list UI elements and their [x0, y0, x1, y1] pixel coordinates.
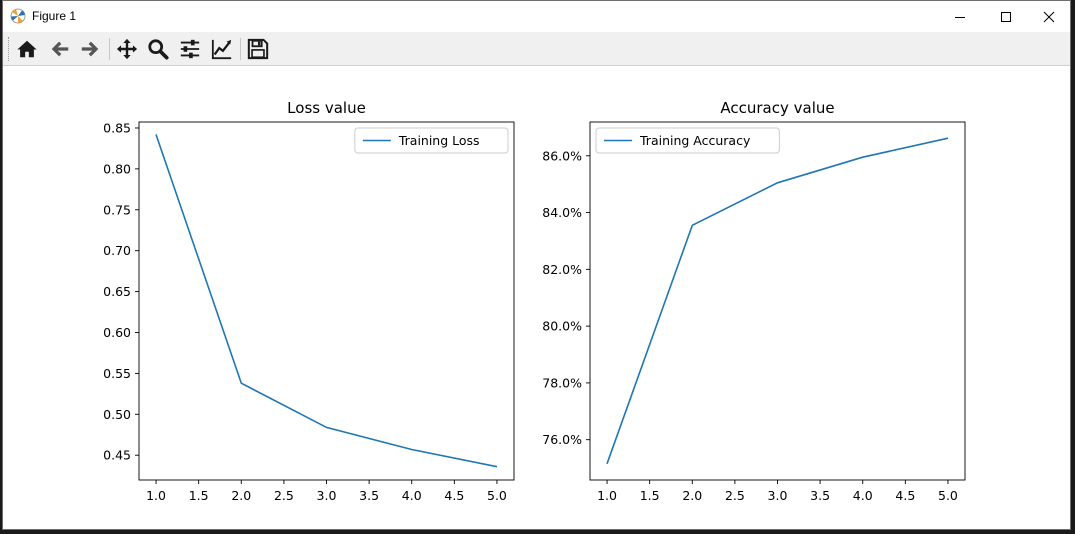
y-tick-label: 0.45: [103, 448, 131, 463]
edit-axis-button[interactable]: [209, 36, 235, 62]
chart-title: Accuracy value: [720, 99, 834, 117]
maximize-button[interactable]: [983, 1, 1029, 32]
forward-button[interactable]: [77, 36, 103, 62]
x-tick-label: 2.0: [682, 488, 702, 503]
legend-box: [595, 127, 780, 154]
subplot-2: Accuracy value 1.0 1.5 2.0 2.5 3.0 3.5 4.0 4.5 5.…: [542, 99, 966, 503]
matplotlib-logo-icon: [10, 8, 26, 24]
x-tick-label: 1.5: [189, 488, 209, 503]
legend-label: Training Accuracy: [639, 133, 751, 148]
pan-icon: [116, 38, 138, 60]
x-tick-label: 1.0: [597, 488, 617, 503]
x-tick-label: 5.0: [487, 488, 507, 503]
x-tick-label: 2.5: [725, 488, 745, 503]
y-tick-label: 0.80: [103, 161, 131, 176]
chart-title: Loss value: [287, 99, 366, 117]
navigation-toolbar: [3, 32, 1070, 66]
y-tick-label: 80.0%: [542, 319, 582, 334]
home-icon: [17, 40, 37, 58]
y-tick-label: 84.0%: [542, 205, 582, 220]
close-button[interactable]: [1026, 1, 1070, 32]
x-tick-label: 4.0: [402, 488, 422, 503]
legend-label: Training Loss: [398, 133, 480, 148]
back-button[interactable]: [47, 36, 73, 62]
legend: Training Accuracy: [595, 127, 780, 154]
axes-frame: [138, 121, 515, 481]
y-tick-label: 0.55: [103, 366, 131, 381]
y-tick-label: 0.65: [103, 284, 131, 299]
toolbar-separator: [109, 38, 110, 60]
x-tick-label: 3.5: [810, 488, 830, 503]
zoom-button[interactable]: [145, 36, 171, 62]
zoom-icon: [148, 39, 169, 60]
x-tick-label: 3.0: [768, 488, 788, 503]
series-line-1: [606, 137, 949, 465]
x-tick-label: 1.5: [640, 488, 660, 503]
configure-subplots-icon: [180, 39, 200, 59]
pan-button[interactable]: [114, 36, 140, 62]
subplot-1: Loss value 1.0 1.5 2.0 2.5 3.0 3.5 4.0 4.5 5.0 0.4…: [103, 99, 515, 503]
window-title: Figure 1: [32, 9, 77, 23]
y-tick-label: 0.70: [103, 243, 131, 258]
y-tick-label: 0.85: [103, 120, 131, 135]
x-tick-label: 4.5: [895, 488, 915, 503]
title-bar[interactable]: Figure 1: [3, 1, 1070, 32]
minimize-icon: [955, 16, 965, 18]
close-icon: [1043, 11, 1055, 22]
x-tick-label: 1.0: [146, 488, 166, 503]
y-tick-label: 76.0%: [542, 432, 582, 447]
toolbar-grip[interactable]: [8, 37, 11, 61]
forward-icon: [81, 41, 99, 57]
axes-frame: [589, 121, 966, 481]
home-button[interactable]: [14, 36, 40, 62]
minimize-button[interactable]: [937, 1, 983, 32]
save-icon: [247, 38, 269, 60]
y-tick-label: 86.0%: [542, 148, 582, 163]
y-tick-label: 0.50: [103, 407, 131, 422]
figure-svg: Loss value 1.0 1.5 2.0 2.5 3.0 3.5 4.0 4.5 5.0 0.4…: [103, 99, 966, 503]
toolbar-separator: [240, 38, 241, 60]
x-tick-label: 2.0: [231, 488, 251, 503]
x-tick-label: 2.5: [274, 488, 294, 503]
y-tick-label: 0.60: [103, 325, 131, 340]
series-line-1: [155, 134, 498, 468]
y-tick-label: 0.75: [103, 202, 131, 217]
legend: Training Loss: [354, 127, 509, 154]
edit-axis-icon: [211, 39, 232, 60]
y-tick-label: 82.0%: [542, 262, 582, 277]
configure-subplots-button[interactable]: [177, 36, 203, 62]
x-tick-label: 4.5: [444, 488, 464, 503]
x-tick-label: 3.0: [317, 488, 337, 503]
legend-box: [354, 127, 509, 154]
x-tick-label: 5.0: [938, 488, 958, 503]
maximize-icon: [1001, 11, 1011, 22]
x-tick-label: 3.5: [359, 488, 379, 503]
save-button[interactable]: [245, 36, 271, 62]
figure-canvas[interactable]: Loss value 1.0 1.5 2.0 2.5 3.0 3.5 4.0 4.5 5.0 0.4…: [3, 66, 1070, 529]
x-tick-label: 4.0: [853, 488, 873, 503]
y-tick-label: 78.0%: [542, 375, 582, 390]
back-icon: [51, 41, 69, 57]
